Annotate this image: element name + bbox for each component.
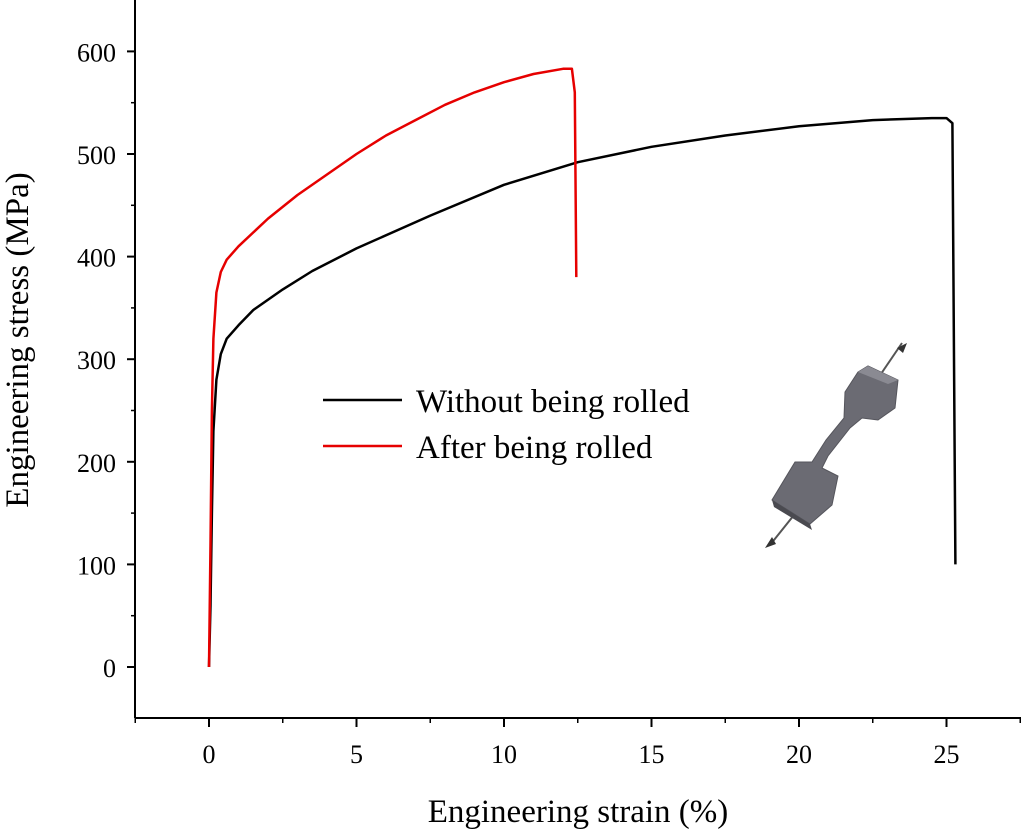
y-tick-label: 0 bbox=[103, 654, 116, 683]
legend-label-after-rolled: After being rolled bbox=[416, 430, 653, 466]
x-ticks: 0 5 10 15 20 25 bbox=[134, 718, 1021, 769]
series-line-after-rolled bbox=[207, 67, 578, 668]
y-tick-label: 300 bbox=[77, 346, 116, 375]
x-tick-label: 0 bbox=[203, 740, 216, 769]
legend: Without being rolled After being rolled bbox=[323, 384, 690, 466]
y-tick-label: 600 bbox=[77, 38, 116, 67]
y-tick-label: 500 bbox=[77, 141, 116, 170]
series-line-without-rolled bbox=[207, 116, 957, 668]
y-axis-label: Engineering stress (MPa) bbox=[0, 172, 36, 507]
x-tick-label: 25 bbox=[934, 740, 960, 769]
x-tick-label: 5 bbox=[350, 740, 363, 769]
y-tick-label: 100 bbox=[77, 551, 116, 580]
x-tick-label: 20 bbox=[786, 740, 812, 769]
x-axis-label: Engineering strain (%) bbox=[428, 794, 729, 830]
y-ticks: 0 100 200 300 400 500 600 bbox=[77, 38, 135, 683]
y-tick-label: 400 bbox=[77, 244, 116, 273]
x-tick-label: 10 bbox=[491, 740, 517, 769]
y-tick-label: 200 bbox=[77, 449, 116, 478]
legend-label-without-rolled: Without being rolled bbox=[416, 384, 690, 420]
tensile-specimen-icon bbox=[765, 342, 907, 548]
plot-frame bbox=[134, 0, 1021, 719]
series-layer bbox=[207, 67, 957, 668]
x-tick-label: 15 bbox=[639, 740, 665, 769]
